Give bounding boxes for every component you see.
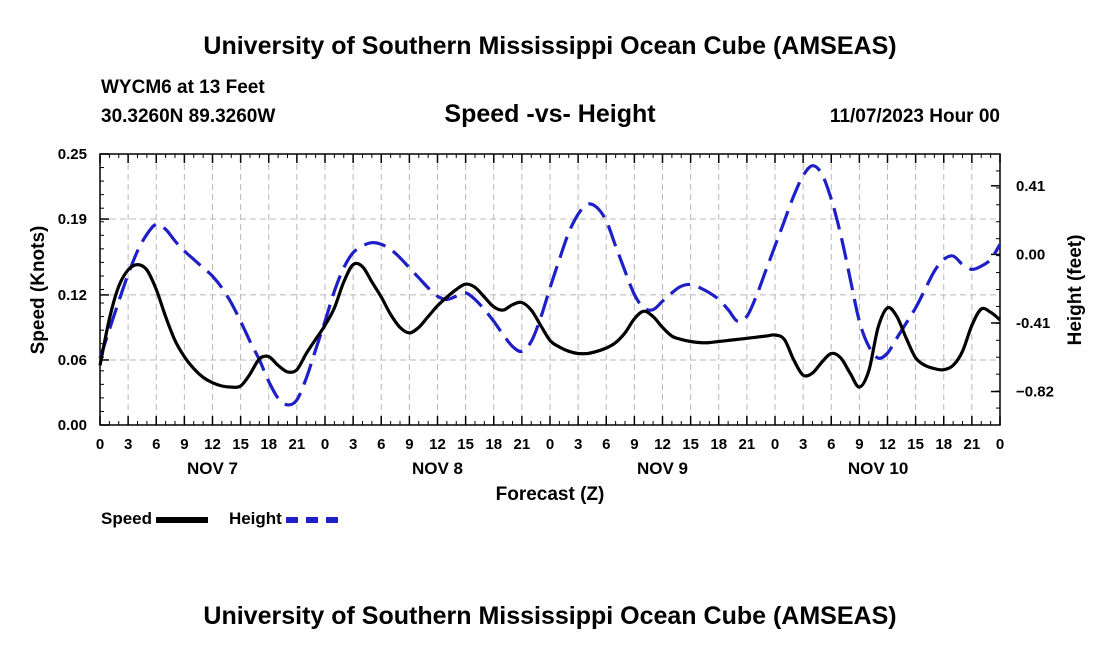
x-tick-label: 3 [124,436,132,453]
x-tick-label: 0 [321,436,329,453]
footer-title: University of Southern Mississippi Ocean… [203,602,897,630]
x-tick-label: 15 [907,436,924,453]
x-tick-label: 0 [546,436,554,453]
legend-swatch-height [286,516,339,523]
y-right-tick-label: -0.41 [1016,315,1050,332]
y-left-tick-label: 0.19 [58,211,87,228]
page-title: University of Southern Mississippi Ocean… [203,32,897,60]
grid-lines [100,154,1000,425]
x-tick-label: 21 [289,436,306,453]
x-tick-label: 18 [260,436,277,453]
x-tick-label: 21 [514,436,531,453]
day-label: NOV 8 [412,459,463,478]
legend-label-speed: Speed [101,509,153,528]
x-tick-label: 12 [429,436,446,453]
x-tick-label: 15 [457,436,474,453]
day-label: NOV 10 [848,459,908,478]
chart-title: Speed -vs- Height [444,100,656,128]
station-coords: 30.3260N 89.3260W [101,106,276,127]
x-tick-label: 18 [935,436,952,453]
x-tick-label: 18 [710,436,727,453]
x-tick-label: 9 [855,436,863,453]
x-tick-label: 6 [827,436,835,453]
x-tick-label: 18 [485,436,502,453]
x-tick-label: 15 [682,436,699,453]
y-right-tick-label: 0.41 [1016,178,1045,195]
day-label: NOV 7 [187,459,238,478]
forecast-date: 11/07/2023 Hour 00 [829,106,1000,127]
x-tick-label: 9 [405,436,413,453]
series-line-speed [98,261,1002,389]
x-tick-label: 12 [204,436,221,453]
y-axis-label-left: Speed (Knots) [28,226,49,355]
x-tick-label: 21 [739,436,756,453]
y-left-tick-label: 0.12 [58,287,87,304]
y-left-tick-label: 0.00 [58,417,87,434]
series-layer [98,164,1002,407]
series-line-height [98,164,1002,407]
plot-frame [99,153,1001,426]
y-right-tick-label: −0.82 [1016,384,1054,401]
x-tick-label: 9 [180,436,188,453]
x-tick-label: 12 [879,436,896,453]
x-tick-label: 3 [349,436,357,453]
x-tick-label: 9 [630,436,638,453]
y-left-tick-label: 0.06 [58,352,87,369]
x-tick-label: 6 [152,436,160,453]
y-axis-label-right: Height (feet) [1065,235,1086,346]
x-tick-label: 21 [964,436,981,453]
legend-swatch-speed [156,516,209,523]
legend-label-height: Height [228,509,282,528]
x-tick-label: 3 [799,436,807,453]
x-axis-label: Forecast (Z) [496,484,605,505]
x-tick-label: 0 [96,436,104,453]
x-tick-label: 3 [574,436,582,453]
chart-axes: 0 3 6 9 12 15 18 21 0 3 6 9 12 15 18 21 0 3 6 9 12 15 18 21 0 3 6 9… [58,146,1054,478]
day-label: NOV 9 [637,459,688,478]
x-tick-label: 15 [232,436,249,453]
x-tick-label: 0 [771,436,779,453]
x-tick-label: 6 [602,436,610,453]
legend: Speed Height [101,509,339,529]
y-left-tick-label: 0.25 [58,146,87,163]
y-right-tick-label: 0.00 [1016,246,1045,263]
x-tick-label: 6 [377,436,385,453]
speed-height-chart: 0 3 6 9 12 15 18 21 0 3 6 9 12 15 18 21 0 3 6 9 12 15 18 21 0 3 6 9… [28,146,1086,505]
x-tick-label: 0 [996,436,1004,453]
x-tick-label: 12 [654,436,671,453]
station-label: WYCM6 at 13 Feet [101,77,265,98]
